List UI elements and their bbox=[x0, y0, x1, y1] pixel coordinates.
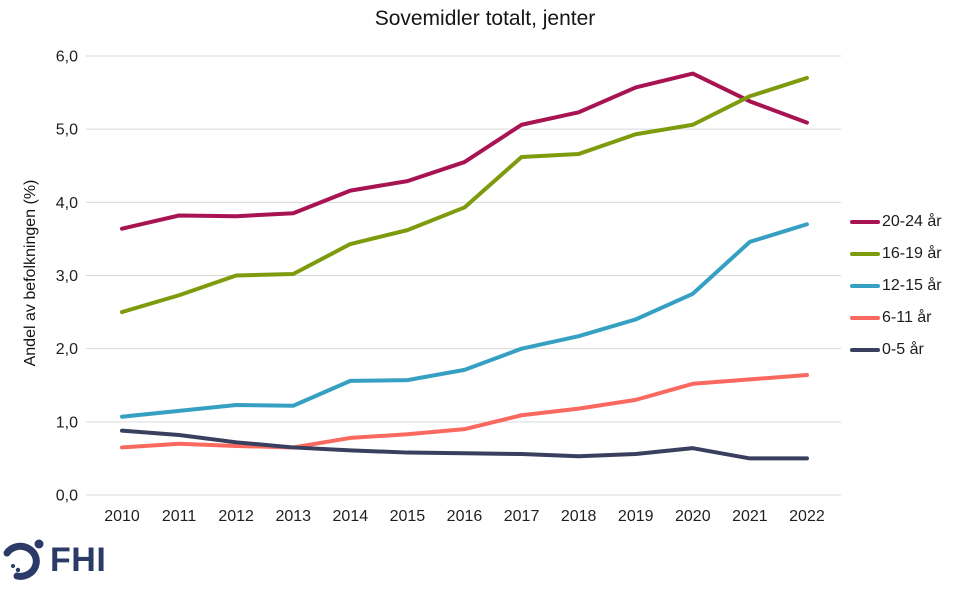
y-tick-label: 6,0 bbox=[56, 48, 78, 65]
legend-item-16-19-år: 16-19 år bbox=[850, 244, 942, 264]
y-tick-label: 3,0 bbox=[56, 268, 78, 285]
legend-label: 16-19 år bbox=[882, 245, 942, 262]
legend-label: 20-24 år bbox=[882, 213, 942, 230]
y-tick-label: 1,0 bbox=[56, 414, 78, 431]
line-6-11-år bbox=[120, 373, 809, 450]
x-tick-label: 2018 bbox=[561, 508, 597, 525]
legend-swatch bbox=[850, 315, 880, 321]
x-tick-label: 2015 bbox=[390, 508, 426, 525]
x-tick-label: 2016 bbox=[447, 508, 483, 525]
x-tick-label: 2010 bbox=[104, 508, 140, 525]
legend-item-0-5-år: 0-5 år bbox=[850, 340, 942, 360]
fhi-logo-icon bbox=[3, 539, 44, 580]
chart-title: Sovemidler totalt, jenter bbox=[374, 7, 596, 30]
x-tick-label: 2020 bbox=[675, 508, 711, 525]
line-0-5-år bbox=[120, 428, 809, 461]
x-tick-label: 2017 bbox=[504, 508, 540, 525]
legend-item-12-15-år: 12-15 år bbox=[850, 276, 942, 296]
x-tick-label: 2014 bbox=[333, 508, 369, 525]
fhi-logo-text: FHI bbox=[50, 541, 107, 579]
legend-label: 12-15 år bbox=[882, 277, 942, 294]
legend-label: 6-11 år bbox=[882, 309, 932, 326]
legend: 20-24 år 16-19 år 12-15 år 6-11 år 0-5 år bbox=[850, 212, 942, 360]
line-16-19-år bbox=[120, 75, 809, 315]
legend-swatch bbox=[850, 251, 880, 257]
x-tick-label: 2011 bbox=[162, 508, 197, 525]
x-tick-label: 2012 bbox=[218, 508, 254, 525]
line-12-15-år bbox=[120, 222, 809, 419]
x-tick-label: 2021 bbox=[732, 508, 768, 525]
legend-swatch bbox=[850, 219, 880, 225]
y-tick-label: 5,0 bbox=[56, 122, 78, 139]
x-tick-label: 2022 bbox=[789, 508, 825, 525]
fhi-logo: FHI bbox=[2, 537, 106, 583]
line-20-24-år bbox=[120, 71, 809, 231]
legend-item-6-11-år: 6-11 år bbox=[850, 308, 942, 328]
y-tick-label: 2,0 bbox=[56, 341, 78, 358]
legend-label: 0-5 år bbox=[882, 341, 924, 358]
y-tick-label: 4,0 bbox=[56, 195, 78, 212]
legend-item-20-24-år: 20-24 år bbox=[850, 212, 942, 232]
legend-swatch bbox=[850, 347, 880, 353]
x-tick-label: 2019 bbox=[618, 508, 654, 525]
x-tick-label: 2013 bbox=[275, 508, 311, 525]
y-tick-label: 0,0 bbox=[56, 488, 78, 505]
legend-swatch bbox=[850, 283, 880, 289]
